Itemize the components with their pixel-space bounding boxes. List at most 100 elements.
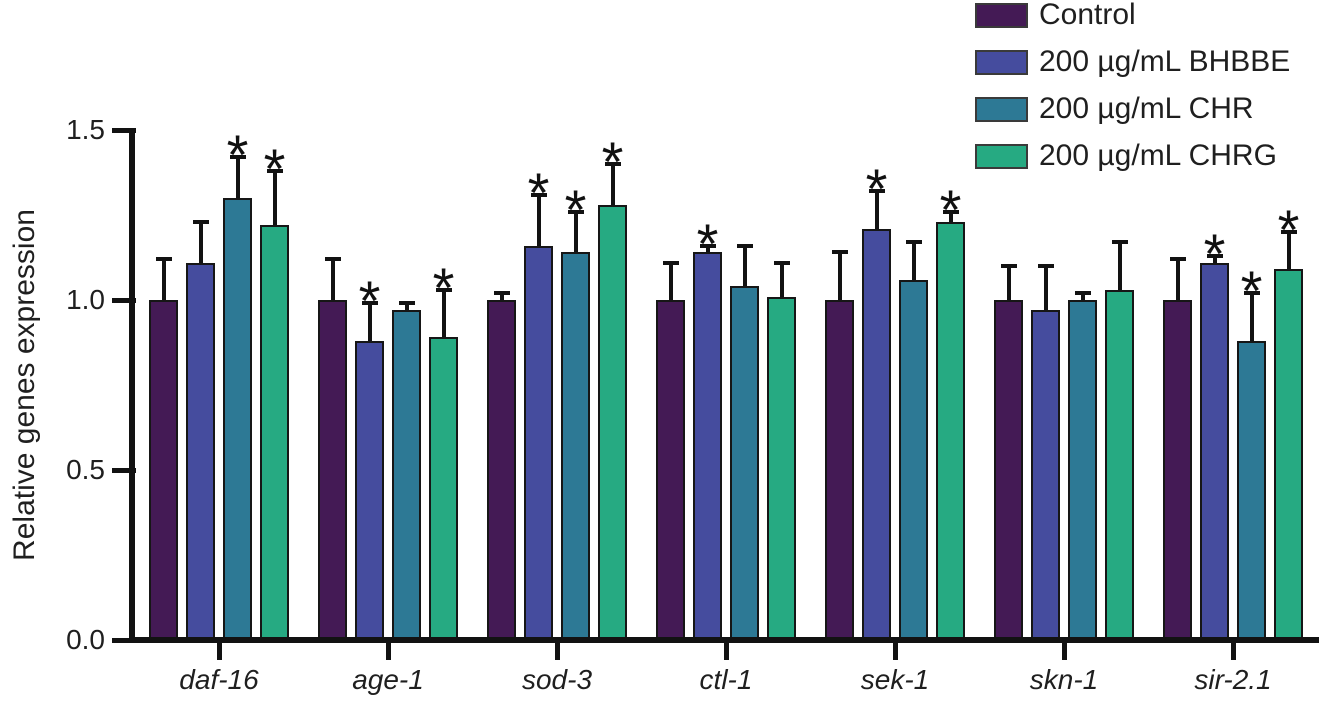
bar-sir-2.1-200-g-ml-bhbbe [1200,262,1229,642]
bar-daf-16-200-g-ml-bhbbe [186,262,215,642]
bar-daf-16-200-g-ml-chr [223,198,252,642]
legend-item-chr: 200 µg/mL CHR [975,92,1323,127]
significance-asterisk: * [1203,221,1226,285]
bar-sir-2.1-control [1163,300,1192,642]
error-bar-line [1117,242,1122,290]
significance-asterisk: * [1240,259,1263,323]
error-bar-line [705,245,710,253]
error-bar-line [367,303,372,341]
error-bar-cap [530,192,547,197]
bar-sek-1-200-g-ml-bhbbe [862,228,891,642]
significance-asterisk: * [358,269,381,333]
error-bar-line [161,259,166,300]
error-bar-cap [435,287,452,292]
legend-label: 200 µg/mL CHRG [1039,139,1277,172]
x-axis-tick [1230,643,1236,660]
error-bar-line [235,157,240,198]
significance-asterisk: * [527,160,550,224]
bar-sod-3-200-g-ml-bhbbe [524,245,553,642]
x-axis-tick [1061,643,1067,660]
bar-age-1-200-g-ml-chrg [429,337,458,642]
error-bar-line [1175,259,1180,300]
error-bar-cap [699,243,716,248]
bar-ctl-1-200-g-ml-chr [730,286,759,642]
error-bar-cap [361,301,378,306]
x-axis-category-label: ctl-1 [699,664,753,695]
y-axis-tick [112,127,136,133]
x-axis-category-label: sek-1 [860,664,930,695]
significance-asterisk: * [432,255,455,319]
y-axis-tick-label: 0.5 [66,454,105,485]
error-bar-cap [398,301,415,306]
legend-swatch-control [975,3,1028,28]
y-axis-title: Relative genes expression [8,209,41,561]
error-bar-line [668,262,673,300]
legend-swatch-chr [975,97,1028,122]
bar-daf-16-200-g-ml-chrg [260,225,289,642]
y-axis-tick-label: 1.5 [66,114,105,145]
error-bar-cap [942,209,959,214]
error-bar-cap [604,162,621,166]
legend-label: Control [1039,0,1136,31]
legend-label: 200 µg/mL CHR [1039,92,1254,125]
x-axis-tick [216,643,222,660]
significance-asterisk: * [564,177,587,241]
y-axis-tick-label: 1.0 [66,284,105,315]
error-bar-line [499,293,504,300]
x-axis-category-label: skn-1 [1029,664,1099,695]
significance-asterisk: * [1277,198,1300,261]
legend-swatch-chrg [975,144,1028,169]
error-bar-line [272,170,277,226]
error-bar-line [198,221,203,263]
error-bar-cap [662,260,679,265]
error-bar-cap [905,240,922,245]
bar-sir-2.1-200-g-ml-chr [1237,340,1266,642]
error-bar-cap [324,257,341,262]
significance-asterisk: * [263,136,286,200]
error-bar-cap [493,291,510,296]
bar-sek-1-control [825,300,854,642]
error-bar-line [441,289,446,338]
error-bar-line [404,303,409,311]
error-bar-line [948,211,953,222]
bar-sod-3-200-g-ml-chr [561,252,590,642]
error-bar-line [779,262,784,297]
error-bar-cap [1280,230,1297,234]
legend-swatch-bhbbe [975,50,1028,75]
error-bar-line [1286,232,1291,270]
legend-label: 200 µg/mL BHBBE [1039,45,1291,78]
bar-skn-1-200-g-ml-chr [1068,300,1097,642]
x-axis-tick [554,643,560,660]
error-bar-cap [831,250,848,255]
error-bar-cap [266,168,283,173]
error-bar-line [837,252,842,300]
error-bar-cap [229,155,246,160]
bar-ctl-1-200-g-ml-chrg [767,296,796,642]
error-bar-line [1006,266,1011,300]
legend-item-bhbbe: 200 µg/mL BHBBE [975,45,1323,80]
error-bar-line [1249,293,1254,341]
x-axis-tick [385,643,391,660]
error-bar-line [573,211,578,253]
error-bar-line [536,194,541,246]
x-axis-tick [723,643,729,660]
significance-asterisk: * [939,177,962,241]
error-bar-cap [1206,253,1223,258]
bar-ctl-1-200-g-ml-bhbbe [693,252,722,642]
error-bar-line [874,191,879,229]
x-axis-category-label: sir-2.1 [1194,664,1272,695]
error-bar-cap [567,209,584,214]
significance-asterisk: * [601,130,624,193]
error-bar-line [330,259,335,300]
bar-sek-1-200-g-ml-chr [899,279,928,642]
error-bar-line [742,245,747,287]
bar-skn-1-200-g-ml-chrg [1105,289,1134,642]
error-bar-cap [1169,257,1186,262]
error-bar-cap [773,260,790,265]
bar-age-1-control [318,300,347,642]
bar-sek-1-200-g-ml-chrg [936,221,965,642]
y-axis-line [129,128,135,643]
bar-sod-3-200-g-ml-chrg [598,204,627,642]
x-axis-category-label: daf-16 [179,664,259,695]
